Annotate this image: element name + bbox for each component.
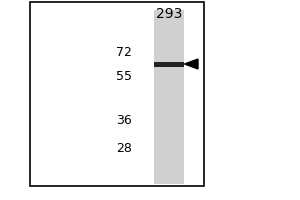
Polygon shape [184, 59, 198, 69]
Text: 55: 55 [116, 70, 132, 82]
Text: 293: 293 [156, 7, 183, 21]
Bar [154, 62, 184, 66]
Text: 28: 28 [116, 142, 132, 154]
Text: 72: 72 [116, 46, 132, 58]
Text: 36: 36 [116, 114, 132, 127]
Bar [30, 2, 204, 186]
Bar [154, 10, 184, 184]
